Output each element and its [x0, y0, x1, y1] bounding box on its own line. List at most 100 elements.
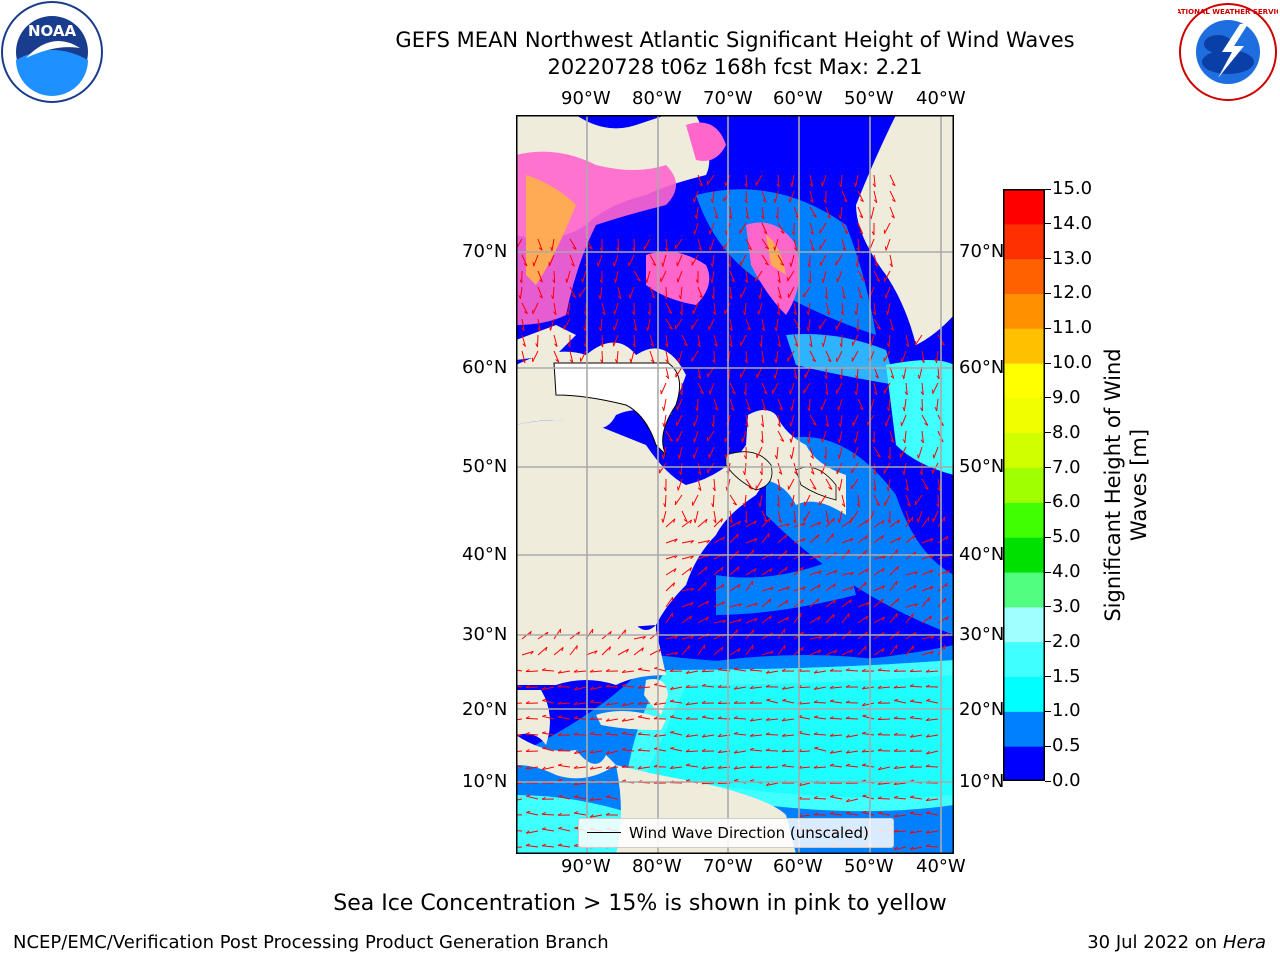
wind-arrow-head — [542, 714, 547, 717]
wind-arrow — [777, 286, 782, 299]
wind-arrow-head — [754, 538, 758, 542]
wind-arrow-head — [589, 814, 594, 818]
wind-arrow — [664, 494, 667, 508]
wind-arrow-head — [865, 568, 869, 573]
wind-arrow-head — [864, 581, 867, 587]
wind-arrow — [813, 701, 827, 704]
wind-arrow — [765, 734, 779, 736]
wind-arrow — [809, 414, 817, 426]
wind-arrow — [790, 414, 795, 427]
wind-arrow — [873, 302, 876, 315]
wind-arrow-head — [679, 311, 683, 316]
wind-arrow-head — [845, 716, 850, 719]
wind-arrow — [676, 254, 683, 267]
wind-arrow-head — [663, 295, 667, 300]
wind-arrow — [590, 798, 603, 801]
wind-arrow-head — [621, 669, 626, 673]
wind-arrow-head — [843, 199, 848, 203]
footer-date-text: 30 Jul 2022 on — [1087, 932, 1223, 953]
wind-arrow-head — [809, 343, 813, 348]
wind-arrow — [691, 318, 699, 330]
wind-arrow — [516, 846, 523, 848]
wind-arrow-head — [781, 749, 786, 753]
wind-arrow — [761, 254, 770, 266]
lat-tick-right: 20°N — [959, 699, 1005, 720]
wind-arrow — [883, 382, 891, 394]
wind-arrow — [841, 494, 846, 507]
wind-arrow-head — [589, 686, 594, 690]
wind-arrow — [862, 733, 875, 736]
wind-arrow-head — [523, 263, 528, 267]
wind-arrow — [729, 334, 733, 347]
wind-arrow — [697, 581, 707, 592]
wind-arrow — [925, 766, 939, 768]
wind-arrow — [825, 350, 832, 363]
wind-arrow — [663, 398, 667, 411]
wind-arrow — [681, 519, 692, 528]
wind-arrow-head — [789, 454, 793, 459]
wind-arrow-head — [706, 540, 711, 544]
wind-arrow-head — [900, 358, 903, 363]
lat-tick-right: 70°N — [959, 241, 1005, 262]
wind-arrow — [553, 350, 560, 363]
wind-arrow — [605, 686, 619, 688]
wind-arrow-head — [738, 603, 742, 607]
wind-arrow — [558, 827, 571, 832]
wind-arrow-head — [690, 635, 694, 640]
wind-arrow — [821, 398, 827, 411]
wind-arrow-head — [661, 454, 664, 459]
wind-arrow — [937, 535, 949, 544]
wind-arrow-head — [876, 502, 880, 507]
wind-arrow-head — [742, 471, 746, 476]
wind-arrow — [692, 302, 699, 315]
wind-arrow-head — [762, 407, 766, 411]
wind-arrow-head — [765, 732, 770, 735]
wind-arrow — [775, 350, 779, 363]
wind-arrow-head — [806, 327, 809, 332]
wind-arrow-head — [944, 597, 947, 602]
wind-arrow-head — [807, 263, 811, 268]
wind-arrow-head — [909, 764, 914, 768]
wind-arrow-head — [876, 278, 881, 282]
wind-arrow-head — [930, 635, 935, 640]
wind-arrow — [697, 600, 709, 608]
wind-arrow — [777, 302, 780, 315]
wind-arrow-head — [589, 731, 594, 735]
wind-arrow-head — [945, 583, 948, 588]
wind-arrow-head — [747, 246, 752, 251]
wind-arrow-head — [791, 231, 795, 236]
wind-arrow-head — [754, 602, 758, 607]
wind-arrow — [759, 494, 763, 507]
wind-arrow — [873, 648, 885, 656]
wind-arrow-head — [711, 423, 715, 428]
wind-arrow-head — [573, 732, 578, 736]
wind-arrow — [745, 398, 751, 411]
wind-arrow-head — [588, 246, 593, 250]
wind-arrow — [654, 667, 667, 672]
wind-arrow — [857, 645, 867, 656]
wind-arrow — [846, 798, 859, 803]
colorbar-tick-label: 11.0 — [1052, 317, 1093, 339]
wind-arrow — [905, 494, 911, 507]
wind-arrow — [709, 222, 715, 235]
wind-arrow — [542, 766, 555, 771]
wind-arrow-head — [558, 779, 563, 782]
wind-arrow — [676, 414, 683, 427]
wind-arrow — [685, 750, 699, 753]
wind-arrow-head — [550, 246, 553, 251]
wind-arrow — [846, 734, 859, 738]
wind-arrow — [798, 732, 811, 736]
wind-arrow — [809, 649, 822, 656]
wind-arrow-head — [637, 748, 642, 751]
wind-arrow-head — [902, 374, 905, 379]
wind-arrow — [926, 830, 939, 834]
wind-arrow-head — [874, 263, 878, 267]
wind-arrow-head — [839, 183, 842, 188]
wind-arrow-head — [676, 278, 679, 283]
wind-arrow — [761, 533, 770, 544]
wind-arrow — [659, 462, 667, 474]
sea-ice-note: Sea Ice Concentration > 15% is shown in … — [333, 891, 947, 916]
wind-arrow-head — [539, 279, 543, 283]
wind-arrow-head — [621, 779, 627, 782]
wind-arrow — [680, 286, 683, 299]
